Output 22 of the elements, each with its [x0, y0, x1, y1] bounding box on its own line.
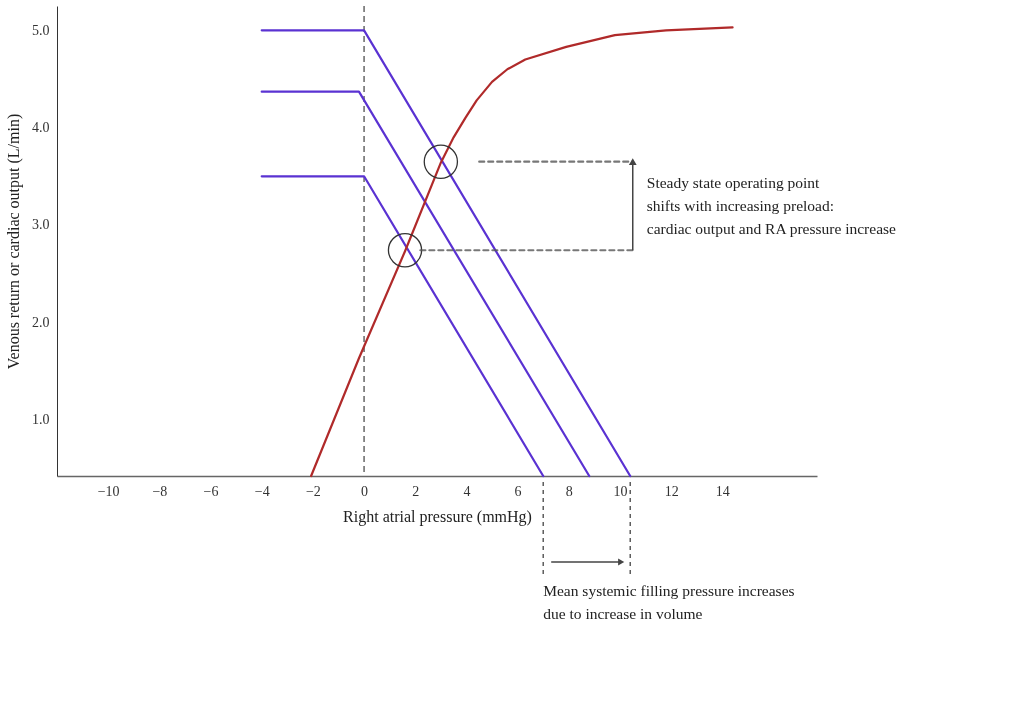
- y-axis-title: Venous return or cardiac output (L/min): [5, 113, 23, 370]
- x-tick-label: −6: [203, 483, 219, 499]
- text: Mean systemic filling pressure increases due to increase in volume: [543, 582, 795, 622]
- x-tick-label: −2: [305, 483, 321, 499]
- y-tick-label: 4.0: [32, 120, 50, 136]
- x-tick-label: 14: [715, 483, 730, 499]
- y-tick-label: 5.0: [32, 22, 50, 38]
- x-tick-label: −4: [254, 483, 270, 499]
- y-tick-label: 2.0: [32, 314, 50, 330]
- y-tick-label: 1.0: [32, 412, 50, 428]
- x-tick-label: −8: [152, 483, 168, 499]
- x-tick-label: 12: [664, 483, 679, 499]
- x-tick-label: 0: [361, 483, 369, 499]
- x-axis-title: Right atrial pressure (mmHg): [343, 507, 532, 526]
- y-tick-label: 3.0: [32, 217, 50, 233]
- x-tick-label: 4: [463, 483, 471, 499]
- x-tick-label: 6: [514, 483, 522, 499]
- annotation: Steady state operating point shifts with increasing preload: cardiac output and RA pressure increase: [646, 173, 897, 237]
- x-tick-label: 10: [613, 483, 628, 499]
- x-tick-label: 2: [412, 483, 420, 499]
- x-tick-label: −10: [97, 483, 120, 499]
- x-tick-label: 8: [565, 483, 573, 499]
